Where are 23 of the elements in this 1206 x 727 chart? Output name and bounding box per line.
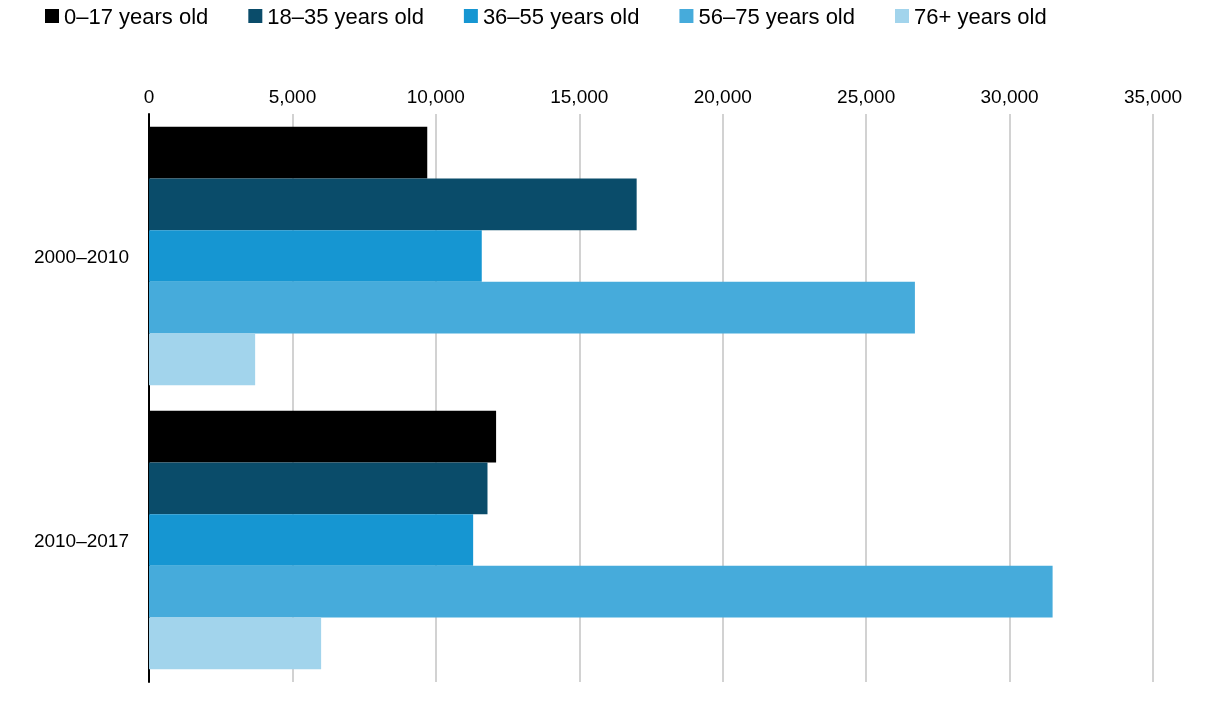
x-tick-label: 0	[143, 86, 155, 107]
y-tick-label: 2000–2010	[33, 245, 129, 267]
x-tick-label: 20,000	[693, 86, 752, 107]
bar	[149, 514, 474, 566]
x-tick-label: 25,000	[837, 86, 896, 107]
legend-label: 18–35 years old	[267, 3, 424, 29]
legend-label: 0–17 years old	[64, 3, 209, 29]
legend-label: 56–75 years old	[698, 3, 855, 29]
x-tick-label: 10,000	[406, 86, 465, 107]
bar	[149, 178, 637, 231]
x-tick-label: 35,000	[1123, 86, 1183, 107]
legend-label: 36–55 years old	[482, 3, 640, 29]
bar	[149, 462, 488, 515]
x-tick-label: 30,000	[980, 86, 1039, 107]
x-tick-label: 15,000	[550, 86, 609, 107]
bar	[149, 281, 915, 334]
bar	[149, 565, 1053, 618]
bar	[149, 617, 322, 670]
legend-label: 76+ years old	[913, 3, 1047, 29]
bar	[149, 230, 482, 282]
x-tick-label: 5,000	[268, 86, 317, 107]
bar	[149, 333, 256, 386]
y-tick-label: 2010–2017	[33, 529, 129, 551]
